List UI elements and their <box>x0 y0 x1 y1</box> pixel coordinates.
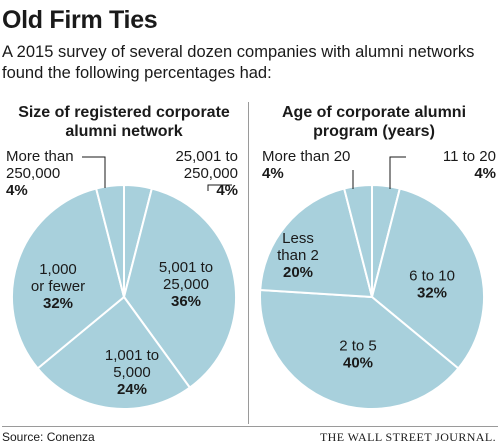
right-pie-label-more-than-20: More than 20 4% <box>262 148 350 182</box>
right-pie-slice-more-than-20 <box>342 183 373 298</box>
chart-title: Old Firm Ties <box>2 6 158 34</box>
left-pie-slice-1-000-or-fewer <box>11 187 126 370</box>
right-pie-label-less-than-2: Less than 2 20% <box>277 230 319 281</box>
source-note: Source: Conenza <box>2 430 95 444</box>
left-chart-title-line-2: alumni network <box>65 123 183 140</box>
left-pie-label-5-001-to-25-000: 5,001 to 25,000 36% <box>159 259 213 310</box>
left-leader-line-25-001-to-250-000 <box>207 184 232 191</box>
left-pie-slice-5-001-to-25-000 <box>122 187 237 390</box>
left-chart-title-line-1: Size of registered corporate <box>18 104 230 121</box>
right-pie-label-11-to-20: 11 to 20 4% <box>443 148 496 182</box>
right-pie-slice-6-to-10 <box>370 187 485 370</box>
right-pie-slice-less-than-2 <box>259 187 374 299</box>
right-pie-label-2-to-5: 2 to 5 40% <box>339 338 377 372</box>
panel-divider <box>248 102 249 424</box>
left-pie-label-more-than-250-000: More than 250,000 4% <box>6 148 74 199</box>
right-chart-title: Age of corporate alumni program (years) <box>250 103 498 141</box>
left-pie-slice-1-001-to-5-000 <box>36 295 192 410</box>
left-pie-label-1-000-or-fewer: 1,000 or fewer 32% <box>31 261 85 312</box>
subtitle-line-2: found the following percentages had: <box>2 64 272 82</box>
left-pie-slice-more-than-250-000 <box>94 183 125 298</box>
right-pie-slice-2-to-5 <box>259 288 460 410</box>
left-pie-label-1-001-to-5-000: 1,001 to 5,000 24% <box>105 347 159 398</box>
left-pie-label-25-001-to-250-000: 25,001 to 250,000 4% <box>175 148 238 199</box>
right-pie-label-6-to-10: 6 to 10 32% <box>409 268 455 302</box>
chart-subtitle: A 2015 survey of several dozen companies… <box>2 42 498 84</box>
publisher-brand: THE WALL STREET JOURNAL. <box>319 430 496 444</box>
left-chart-title: Size of registered corporate alumni netw… <box>0 103 248 141</box>
right-chart-title-line-1: Age of corporate alumni <box>281 104 467 121</box>
right-leader-line-11-to-20 <box>389 156 406 189</box>
footer-rule <box>2 426 498 427</box>
subtitle-line-1: A 2015 survey of several dozen companies… <box>2 43 475 61</box>
left-leader-line-more-than-250-000 <box>82 156 106 188</box>
right-chart-title-line-2: program (years) <box>313 123 435 140</box>
